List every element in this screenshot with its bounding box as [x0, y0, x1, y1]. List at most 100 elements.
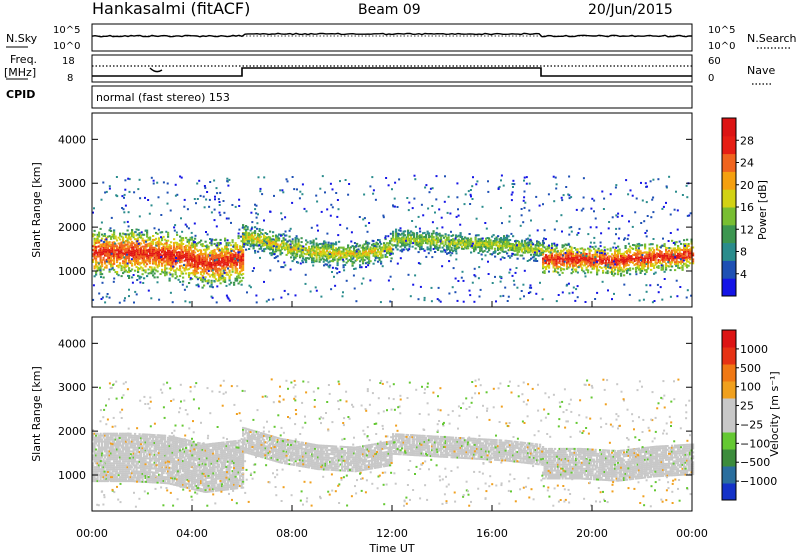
power-cell [176, 251, 179, 254]
power-cell [503, 235, 506, 238]
power-cell [519, 248, 522, 251]
power-cell [365, 266, 368, 268]
power-cell [134, 251, 137, 254]
power-cell [521, 242, 524, 245]
power-cell [449, 254, 452, 257]
power-cell [542, 253, 545, 256]
power-cell [465, 239, 468, 242]
power-cell [474, 240, 477, 243]
power-cell [651, 263, 654, 265]
power-cell [498, 242, 501, 245]
power-cell [232, 245, 235, 248]
power-cell [176, 253, 179, 256]
power-cell [221, 277, 224, 280]
velocity-cell [92, 472, 95, 475]
power-cell [93, 265, 96, 268]
velocity-cell [101, 474, 104, 477]
power-cell [347, 250, 350, 253]
power-cell [337, 234, 340, 237]
power-cell [411, 237, 414, 240]
power-cell [656, 252, 659, 255]
power-cell [125, 269, 128, 272]
power-cell [387, 246, 390, 249]
velocity-cell [101, 452, 104, 455]
power-cell [529, 238, 532, 241]
power-cell [122, 260, 125, 263]
power-cell [530, 257, 533, 260]
power-cell [197, 261, 200, 264]
power-cell [101, 233, 104, 236]
power-cell [342, 260, 345, 263]
power-cell [576, 262, 579, 264]
power-cell [413, 174, 416, 177]
power-cell [114, 245, 117, 248]
power-cell [560, 249, 563, 252]
power-cell [687, 260, 690, 263]
power-cell [644, 273, 647, 276]
power-cell [107, 247, 110, 250]
power-cell [123, 221, 126, 224]
power-cell [195, 244, 198, 247]
power-cell [657, 266, 660, 269]
power-cell [246, 226, 249, 229]
power-cell [428, 191, 431, 194]
power-cell [101, 263, 104, 266]
power-cell [663, 245, 666, 248]
power-cell [551, 256, 554, 259]
power-cell [516, 251, 519, 254]
power-cell [530, 286, 533, 289]
power-cell [161, 268, 164, 271]
power-cell [213, 259, 216, 262]
power-cell [132, 234, 135, 237]
power-cell [524, 239, 527, 242]
power-cell [96, 237, 99, 240]
power-cell [632, 253, 635, 256]
power-cell [489, 253, 492, 256]
power-cell [515, 239, 518, 242]
power-cell [582, 258, 585, 261]
power-cell [506, 236, 509, 239]
power-cell [249, 235, 252, 238]
velocity-cell [95, 438, 98, 441]
power-cell [529, 291, 532, 294]
power-cell [95, 238, 98, 241]
velocity-cell [98, 470, 101, 473]
power-cell [563, 260, 566, 263]
velocity-cell [96, 472, 99, 475]
power-cell [345, 251, 348, 254]
power-cell [215, 244, 218, 247]
power-cell [473, 274, 476, 277]
velocity-cell [99, 468, 102, 471]
power-cell [543, 266, 546, 269]
power-cell [647, 263, 650, 266]
power-cell [194, 251, 197, 254]
power-cell [111, 259, 114, 262]
power-cell [641, 252, 644, 255]
power-cell [188, 272, 191, 275]
power-cell [311, 245, 314, 248]
power-cell [594, 257, 597, 260]
power-cell [198, 179, 201, 182]
power-cell [93, 233, 96, 236]
power-cell [296, 255, 299, 258]
power-cell [105, 241, 108, 243]
power-cell [656, 246, 659, 249]
velocity-cell [110, 442, 113, 445]
power-cell [535, 292, 538, 295]
power-cell [508, 215, 511, 218]
power-cell [653, 253, 656, 255]
power-cell [314, 246, 317, 249]
power-cell [560, 214, 563, 217]
power-cell [134, 231, 137, 234]
power-cell [138, 178, 141, 181]
power-cell [98, 233, 101, 236]
power-cell [128, 251, 131, 254]
power-cell [377, 248, 380, 251]
velocity-cell [105, 442, 108, 445]
power-cell [218, 277, 221, 280]
power-cell [138, 255, 141, 258]
power-cell [477, 246, 480, 249]
velocity-cell [93, 452, 96, 455]
power-cell [390, 243, 393, 246]
power-cell [680, 260, 683, 263]
